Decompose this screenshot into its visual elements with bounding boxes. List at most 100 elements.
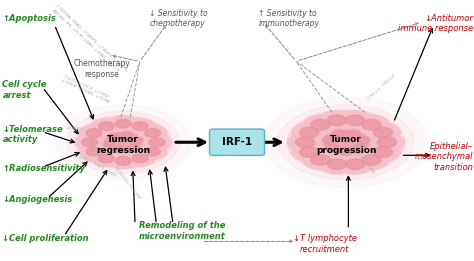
Circle shape [292,112,401,172]
Circle shape [339,148,353,156]
Circle shape [131,137,143,143]
Circle shape [365,143,401,162]
Circle shape [278,105,414,180]
Circle shape [311,119,330,130]
Circle shape [362,119,381,130]
Circle shape [128,145,139,151]
Circle shape [138,125,167,141]
Text: Cell cycle
arrest: Cell cycle arrest [2,80,47,100]
Text: IRF-1: IRF-1 [222,137,252,147]
Text: Remodeling of the
microenvironment: Remodeling of the microenvironment [139,221,226,241]
Circle shape [319,111,355,130]
Circle shape [115,157,131,165]
Circle shape [354,150,389,169]
Circle shape [346,130,361,138]
Circle shape [300,127,319,138]
Circle shape [143,134,172,150]
Text: Epithelial–
mesenchymal
transition: Epithelial– mesenchymal transition [415,142,473,171]
Circle shape [292,143,327,162]
Text: ↓Antitumor
immune response: ↓Antitumor immune response [398,14,473,33]
Circle shape [303,115,338,134]
Circle shape [331,130,346,138]
Circle shape [114,147,125,153]
Text: ↓Angiogenesis: ↓Angiogenesis [2,195,73,204]
Circle shape [109,116,137,132]
Circle shape [353,144,367,152]
Circle shape [288,133,323,152]
Circle shape [75,134,104,150]
Circle shape [356,136,370,144]
Circle shape [337,111,373,130]
Text: ↓T lymphocyte
recruitment: ↓T lymphocyte recruitment [292,234,357,254]
Circle shape [109,153,137,169]
FancyBboxPatch shape [210,129,264,156]
Circle shape [67,111,180,173]
Circle shape [369,133,404,152]
Circle shape [132,122,148,130]
Text: Tumor
regression: Tumor regression [96,135,150,155]
Circle shape [287,110,405,175]
Circle shape [264,97,428,187]
Circle shape [322,136,336,144]
Text: ↑ Sensitivity to
immunotherapy: ↑ Sensitivity to immunotherapy [258,9,319,28]
Circle shape [319,155,355,174]
Circle shape [377,137,396,147]
Text: ↑Apoptosis: ↑Apoptosis [2,14,56,23]
Circle shape [149,138,165,147]
Text: ↓VEGF: ↓VEGF [77,155,92,164]
Text: ↑p21, ↓CDC2, ↓CDK2,
↓CDK4, ↓CCNB, ↓CCNE: ↑p21, ↓CDC2, ↓CDK2, ↓CDK4, ↓CCNB, ↓CCNE [61,74,112,104]
Circle shape [145,129,160,137]
Circle shape [354,115,389,134]
Text: ↑PD-L1, ↑PD-L2: ↑PD-L1, ↑PD-L2 [367,74,397,101]
Circle shape [311,155,330,165]
Circle shape [138,144,167,159]
Text: Tumor
progression: Tumor progression [316,135,376,155]
Text: Chemotherapy
response: Chemotherapy response [73,60,130,79]
Circle shape [82,138,97,147]
Circle shape [99,154,114,163]
Circle shape [126,118,155,134]
Circle shape [126,150,155,166]
Circle shape [373,147,392,157]
Circle shape [92,118,121,134]
Circle shape [86,129,102,137]
Text: ↓Sp1, ↓p65: ↓Sp1, ↓p65 [92,161,117,178]
Circle shape [312,124,380,161]
Circle shape [80,125,109,141]
Circle shape [132,154,148,163]
Circle shape [365,123,401,142]
Circle shape [74,115,172,169]
Text: ↓Cell proliferation: ↓Cell proliferation [2,234,89,243]
Circle shape [115,119,131,128]
Circle shape [328,159,346,169]
Text: ↑SNAI2, ↓CCN9: ↑SNAI2, ↓CCN9 [350,144,374,174]
Circle shape [56,105,191,180]
Circle shape [99,122,114,130]
Text: ↑TNFMA, TRAIL, ↓CASP8, ↓CASP3, ↓CASP9,
ANT-BB, IPS, ↓FLIP, ↓BAX, ↓XIAP, ↓BIRC3: ↑TNFMA, TRAIL, ↓CASP8, ↓CASP3, ↓CASP9, A… [51,4,128,77]
Circle shape [86,147,102,156]
Circle shape [80,144,109,159]
Circle shape [292,123,327,142]
Circle shape [78,117,168,167]
Circle shape [346,159,365,169]
Circle shape [103,141,115,147]
Text: ↑CXCL10,↑CXCR4: ↑CXCL10,↑CXCR4 [113,166,141,200]
Circle shape [95,127,151,158]
Circle shape [328,115,346,126]
Circle shape [300,147,319,157]
Text: ↓ Sensitivity to
chemotherapy: ↓ Sensitivity to chemotherapy [149,9,208,28]
Circle shape [303,150,338,169]
Circle shape [92,150,121,166]
Circle shape [145,147,160,156]
Circle shape [373,127,392,138]
Circle shape [325,144,339,152]
Text: ↓hTERT: ↓hTERT [65,126,83,131]
Circle shape [346,115,365,126]
Circle shape [337,155,373,174]
Circle shape [362,155,381,165]
Circle shape [296,137,315,147]
Text: ↑Radiosensitivity: ↑Radiosensitivity [2,164,85,173]
Circle shape [121,131,133,138]
Text: ↓Telomerase
activity: ↓Telomerase activity [2,125,63,144]
Circle shape [107,133,119,140]
